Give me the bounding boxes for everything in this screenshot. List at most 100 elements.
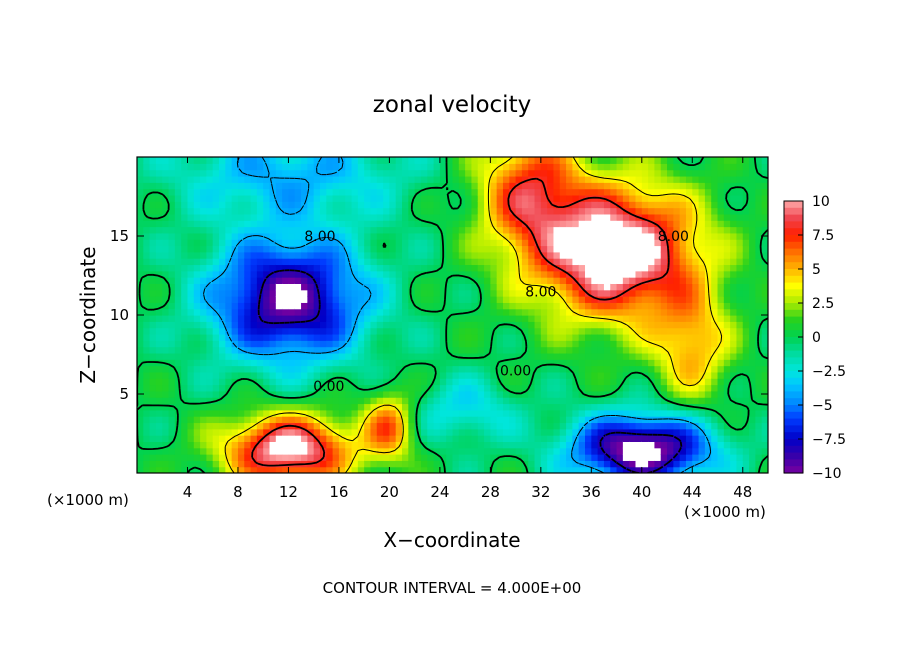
heatmap-cell <box>162 308 170 316</box>
heatmap-cell <box>641 447 649 455</box>
heatmap-cell <box>338 302 346 310</box>
heatmap-cell <box>219 213 226 221</box>
heatmap-cell <box>591 352 599 360</box>
heatmap-cell <box>155 352 163 360</box>
heatmap-cell <box>597 251 605 259</box>
heatmap-cell <box>357 321 365 329</box>
heatmap-cell <box>755 403 763 411</box>
heatmap-cell <box>420 175 428 183</box>
heatmap-cell <box>263 302 271 310</box>
heatmap-cell <box>553 207 561 215</box>
heatmap-cell <box>294 194 302 202</box>
heatmap-cell <box>603 359 611 367</box>
heatmap-cell <box>597 213 605 221</box>
heatmap-cell <box>219 384 226 392</box>
heatmap-cell <box>717 258 725 266</box>
heatmap-cell <box>155 175 163 183</box>
heatmap-cell <box>591 460 599 468</box>
heatmap-cell <box>502 157 510 164</box>
heatmap-cell <box>200 435 208 442</box>
heatmap-cell <box>648 352 656 360</box>
heatmap-cell <box>711 188 719 196</box>
heatmap-cell <box>578 315 586 322</box>
heatmap-cell <box>219 182 226 190</box>
heatmap-cell <box>149 308 157 316</box>
heatmap-cell <box>408 232 416 240</box>
heatmap-cell <box>155 194 163 202</box>
heatmap-cell <box>345 220 353 228</box>
heatmap-cell <box>717 289 725 297</box>
heatmap-cell <box>591 308 599 316</box>
heatmap-cell <box>559 333 567 341</box>
heatmap-cell <box>521 277 529 284</box>
heatmap-cell <box>660 264 668 272</box>
heatmap-cell <box>294 239 302 247</box>
heatmap-cell <box>301 384 308 392</box>
heatmap-cell <box>578 264 586 272</box>
heatmap-cell <box>408 245 416 253</box>
heatmap-cell <box>502 371 510 379</box>
heatmap-cell <box>723 315 731 322</box>
heatmap-cell <box>509 397 517 405</box>
heatmap-cell <box>439 169 447 177</box>
heatmap-cell <box>704 213 712 221</box>
heatmap-cell <box>395 239 403 247</box>
heatmap-cell <box>578 251 586 259</box>
heatmap-cell <box>502 188 510 196</box>
heatmap-cell <box>395 327 403 335</box>
heatmap-cell <box>477 194 485 202</box>
heatmap-cell <box>269 365 277 373</box>
heatmap-cell <box>622 435 630 442</box>
heatmap-cell <box>301 188 308 196</box>
heatmap-cell <box>509 207 517 215</box>
heatmap-cell <box>212 289 220 297</box>
heatmap-cell <box>237 315 245 322</box>
heatmap-cell <box>319 340 327 348</box>
heatmap-cell <box>351 308 359 316</box>
heatmap-cell <box>566 352 573 360</box>
heatmap-cell <box>193 447 201 455</box>
heatmap-cell <box>137 371 144 379</box>
heatmap-cell <box>547 264 555 272</box>
heatmap-cell <box>364 365 372 373</box>
heatmap-cell <box>137 264 144 272</box>
heatmap-cell <box>749 296 756 303</box>
heatmap-cell <box>225 333 233 341</box>
heatmap-cell <box>376 390 384 398</box>
heatmap-cell <box>452 422 460 430</box>
heatmap-cell <box>761 397 768 405</box>
heatmap-cell <box>446 226 454 234</box>
heatmap-cell <box>509 327 517 335</box>
heatmap-cell <box>704 340 712 348</box>
heatmap-cell <box>521 359 529 367</box>
heatmap-cell <box>471 245 479 253</box>
heatmap-cell <box>603 169 611 177</box>
heatmap-cell <box>263 397 271 405</box>
heatmap-cell <box>458 308 466 316</box>
heatmap-cell <box>326 175 334 183</box>
heatmap-cell <box>395 258 403 266</box>
heatmap-cell <box>515 220 523 228</box>
heatmap-cell <box>610 390 618 398</box>
heatmap-cell <box>711 321 719 329</box>
heatmap-cell <box>282 321 290 329</box>
heatmap-cell <box>149 428 157 436</box>
heatmap-cell <box>471 416 479 424</box>
heatmap-cell <box>244 283 252 291</box>
heatmap-cell <box>193 226 201 234</box>
heatmap-cell <box>206 346 214 354</box>
heatmap-cell <box>181 182 189 190</box>
heatmap-cell <box>427 378 435 386</box>
heatmap-cell <box>667 163 674 171</box>
heatmap-cell <box>263 447 271 455</box>
heatmap-cell <box>730 194 738 202</box>
heatmap-cell <box>174 289 182 297</box>
heatmap-cell <box>433 163 441 171</box>
heatmap-cell <box>679 207 687 215</box>
heatmap-cell <box>490 346 498 354</box>
heatmap-cell <box>723 182 731 190</box>
heatmap-cell <box>755 321 763 329</box>
heatmap-cell <box>162 447 170 455</box>
heatmap-cell <box>319 365 327 373</box>
heatmap-cell <box>585 182 592 190</box>
